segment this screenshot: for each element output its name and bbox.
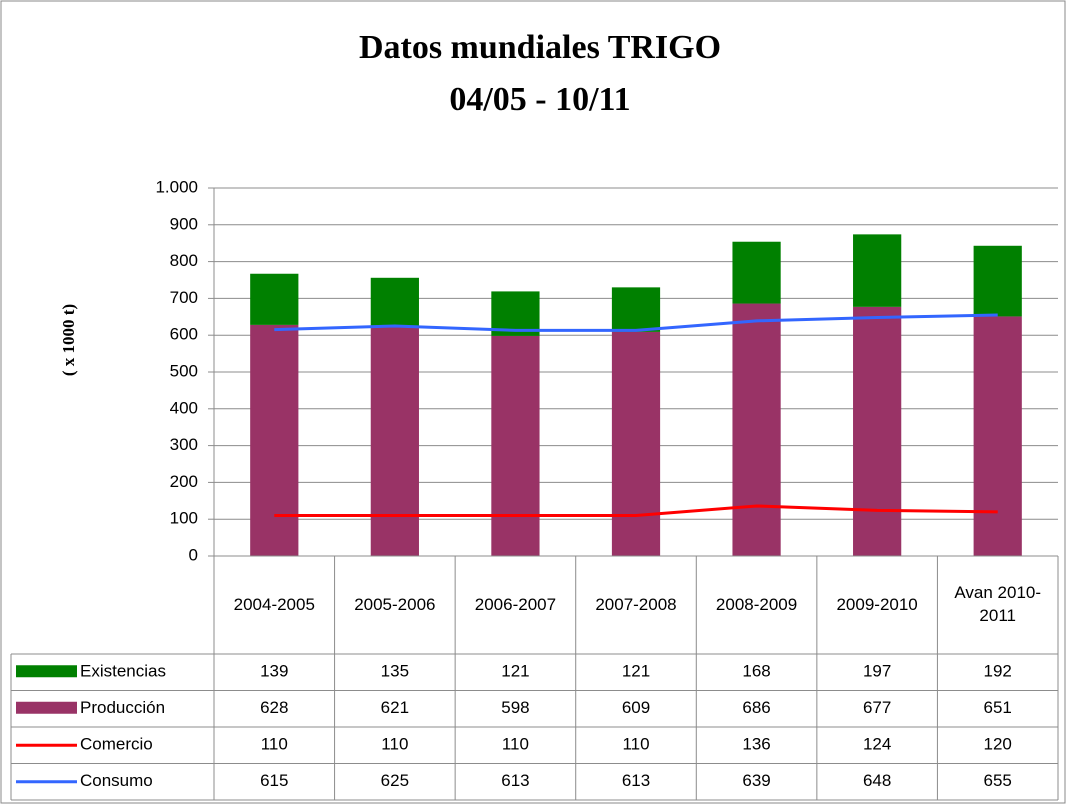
chart-subtitle: 04/05 - 10/11: [449, 81, 630, 118]
table-value: 628: [260, 698, 288, 717]
y-tick-label: 1.000: [155, 177, 198, 196]
table-value: 192: [984, 662, 1012, 681]
table-value: 136: [742, 735, 770, 754]
table-value: 609: [622, 698, 650, 717]
table-value: 613: [622, 771, 650, 790]
legend-label: Producción: [80, 698, 165, 717]
y-tick-label: 100: [170, 509, 198, 528]
table-value: 621: [381, 698, 409, 717]
table-value: 639: [742, 771, 770, 790]
table-value: 110: [502, 735, 529, 754]
table-value: 655: [984, 771, 1012, 790]
table-value: 121: [622, 662, 650, 681]
x-tick-label-box: 2004-2005: [233, 594, 315, 614]
x-tick-label: 2007-2008: [595, 594, 677, 614]
legend-key: [16, 665, 77, 678]
table-value: 613: [501, 771, 529, 790]
bar-segment: [732, 241, 781, 304]
legend-label: Comercio: [80, 735, 153, 754]
table-value: 139: [260, 662, 288, 681]
bar-segment: [250, 273, 299, 325]
bar-segment: [370, 327, 419, 556]
bar-segment: [973, 316, 1022, 556]
bar-segment: [611, 331, 661, 556]
bar-segment: [973, 245, 1022, 317]
bar-segment: [732, 303, 781, 556]
table-value: 648: [863, 771, 891, 790]
y-tick-label: 700: [170, 288, 198, 307]
chart-title: Datos mundiales TRIGO: [359, 29, 721, 66]
x-tick-label-box: 2005-2006: [354, 594, 436, 614]
table-value: 120: [984, 735, 1012, 754]
bar-segment: [853, 234, 902, 307]
table-value: 625: [381, 771, 409, 790]
bar-segment: [611, 287, 661, 332]
table-value: 110: [381, 735, 408, 754]
x-tick-label-box: 2008-2009: [715, 594, 798, 614]
x-tick-label-box: Avan 2010-2011: [954, 583, 1042, 625]
table-value: 110: [261, 735, 288, 754]
legend-label: Consumo: [80, 771, 153, 790]
series-line: [274, 504, 998, 518]
table-value: 677: [863, 698, 891, 717]
y-tick-label: 300: [170, 435, 198, 454]
x-tick-label-box: 2009-2010: [836, 594, 918, 614]
table-value: 121: [501, 662, 529, 681]
bar-segment: [491, 335, 540, 556]
table-value: 135: [381, 662, 409, 681]
table-value: 615: [260, 771, 288, 790]
bar-segment: [370, 277, 419, 328]
y-tick-label: 800: [170, 251, 198, 270]
x-tick-label-box: 2006-2007: [474, 594, 557, 614]
x-tick-label: 2009-2010: [836, 594, 918, 614]
y-tick-label: 0: [189, 545, 198, 564]
x-tick-label: 2004-2005: [233, 594, 315, 614]
x-tick-label: Avan 2010-2011: [954, 583, 1042, 625]
bar-segment: [250, 324, 299, 556]
series-line: [274, 313, 998, 332]
x-tick-label-box: 2007-2008: [595, 594, 677, 614]
legend-label: Existencias: [80, 662, 166, 681]
y-tick-label: 900: [170, 214, 198, 233]
table-value: 168: [742, 662, 770, 681]
bar-segment: [853, 306, 902, 556]
y-axis-label: ( x 1000 t): [59, 304, 78, 376]
y-tick-label: 500: [170, 361, 198, 380]
table-value: 686: [742, 698, 770, 717]
table-value: 598: [501, 698, 529, 717]
x-tick-label: 2006-2007: [474, 594, 557, 614]
y-tick-label: 200: [170, 472, 198, 491]
y-tick-label: 600: [170, 325, 198, 344]
y-tick-label: 400: [170, 398, 198, 417]
table-value: 110: [622, 735, 649, 754]
x-tick-label: 2008-2009: [715, 594, 798, 614]
table-value: 651: [984, 698, 1012, 717]
legend-key: [16, 701, 77, 714]
table-value: 197: [863, 662, 891, 681]
table-value: 124: [863, 735, 891, 754]
x-tick-label: 2005-2006: [354, 594, 436, 614]
